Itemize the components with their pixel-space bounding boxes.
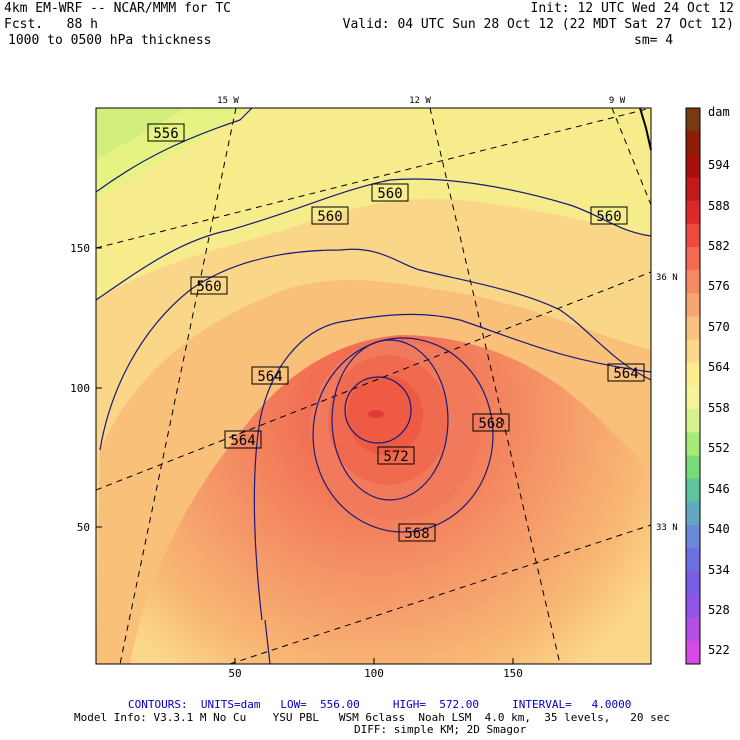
y-tick-label: 100 xyxy=(70,382,90,395)
colorbar-swatch xyxy=(686,548,700,572)
colorbar-units: dam xyxy=(708,105,730,119)
field-name: 1000 to 0500 hPa thickness xyxy=(8,33,212,48)
colorbar-swatch xyxy=(686,571,700,595)
colorbar-swatch xyxy=(686,247,700,271)
model-title: 4km EM-WRF -- NCAR/MMM for TC xyxy=(4,1,231,16)
contour-label: 560 xyxy=(371,183,409,202)
colorbar-level: 582 xyxy=(708,239,730,253)
svg-text:560: 560 xyxy=(596,209,621,225)
x-tick-label: 150 xyxy=(503,667,523,680)
colorbar-level: 588 xyxy=(708,199,730,213)
colorbar-level: 594 xyxy=(708,158,730,172)
contour-label: 564 xyxy=(224,430,262,449)
colorbar-level: 540 xyxy=(708,522,730,536)
colorbar-swatch xyxy=(686,200,700,225)
svg-text:560: 560 xyxy=(377,186,402,202)
colorbar-swatch xyxy=(686,316,700,341)
colorbar xyxy=(685,107,701,665)
lat-label: 36 N xyxy=(656,273,678,283)
colorbar-swatch xyxy=(686,108,700,132)
colorbar-swatch xyxy=(686,362,700,387)
model-info: Model Info: V3.3.1 M No Cu YSU PBL WSM 6… xyxy=(74,711,671,724)
tick-marks xyxy=(96,247,514,664)
contour-label: 572 xyxy=(377,446,415,465)
smoothing-label: sm= 4 xyxy=(634,33,674,48)
colorbar-level: 528 xyxy=(708,603,730,617)
init-time: Init: 12 UTC Wed 24 Oct 12 xyxy=(530,1,735,16)
colorbar-level: 552 xyxy=(708,441,730,455)
colorbar-swatch xyxy=(686,154,700,178)
lon-label: 12 W xyxy=(409,96,431,106)
colorbar-swatch xyxy=(686,223,700,248)
svg-text:556: 556 xyxy=(153,126,178,142)
contour-info: CONTOURS: UNITS=dam LOW= 556.00 HIGH= 57… xyxy=(128,698,632,711)
colorbar-frame xyxy=(685,107,701,665)
x-tick-label: 100 xyxy=(364,667,384,680)
forecast-hour: Fcst. 88 h xyxy=(4,17,98,32)
svg-text:572: 572 xyxy=(383,449,408,465)
contour-lines xyxy=(96,108,651,664)
colorbar-swatch xyxy=(686,432,700,456)
contour-label: 560 xyxy=(311,206,349,225)
lon-label: 9 W xyxy=(609,96,626,106)
colorbar-level: 558 xyxy=(708,401,730,415)
lon-label: 15 W xyxy=(217,96,239,106)
colorbar-swatch xyxy=(686,594,700,619)
svg-text:560: 560 xyxy=(317,209,342,225)
colorbar-swatch xyxy=(686,640,700,665)
contour-label: 560 xyxy=(190,276,228,295)
colorbar-swatch xyxy=(686,478,700,503)
colorbar-level: 570 xyxy=(708,320,730,334)
colorbar-swatch xyxy=(686,293,700,317)
x-tick-label: 50 xyxy=(228,667,241,680)
svg-text:568: 568 xyxy=(404,526,429,542)
svg-text:568: 568 xyxy=(478,416,503,432)
colorbar-swatch xyxy=(686,617,700,642)
latlon-grid xyxy=(96,108,651,664)
contour-label: 564 xyxy=(251,366,289,385)
colorbar-level: 546 xyxy=(708,482,730,496)
svg-text:560: 560 xyxy=(196,279,221,295)
colorbar-swatch xyxy=(686,455,700,480)
svg-text:564: 564 xyxy=(257,369,282,385)
colorbar-swatch xyxy=(686,177,700,202)
colorbar-level: 522 xyxy=(708,643,730,657)
svg-text:564: 564 xyxy=(613,366,638,382)
colorbar-swatch xyxy=(686,525,700,549)
contour-label: 556 xyxy=(147,123,185,142)
contour-label: 568 xyxy=(472,413,510,432)
contour-label: 560 xyxy=(590,206,628,225)
y-tick-label: 150 xyxy=(70,242,90,255)
colorbar-level: 576 xyxy=(708,279,730,293)
diff-info: DIFF: simple KM; 2D Smagor xyxy=(354,723,527,736)
colorbar-swatch xyxy=(686,386,700,410)
contour-label: 564 xyxy=(607,363,645,382)
colorbar-swatch xyxy=(686,501,700,526)
coastline xyxy=(639,107,652,151)
colorbar-swatch xyxy=(686,131,700,155)
colorbar-swatch xyxy=(686,270,700,294)
thickness-map: 50 100 150 50 100 150 15 W 12 W 9 W 36 N… xyxy=(70,96,730,680)
filled-thickness xyxy=(96,108,651,664)
colorbar-swatch xyxy=(686,409,700,433)
valid-time: Valid: 04 UTC Sun 28 Oct 12 (22 MDT Sat … xyxy=(342,17,734,32)
contour-label: 568 xyxy=(398,523,436,542)
y-tick-label: 50 xyxy=(77,521,90,534)
svg-text:564: 564 xyxy=(230,433,255,449)
colorbar-level: 534 xyxy=(708,563,730,577)
colorbar-swatch xyxy=(686,339,700,364)
colorbar-level: 564 xyxy=(708,360,730,374)
lat-label: 33 N xyxy=(656,523,678,533)
